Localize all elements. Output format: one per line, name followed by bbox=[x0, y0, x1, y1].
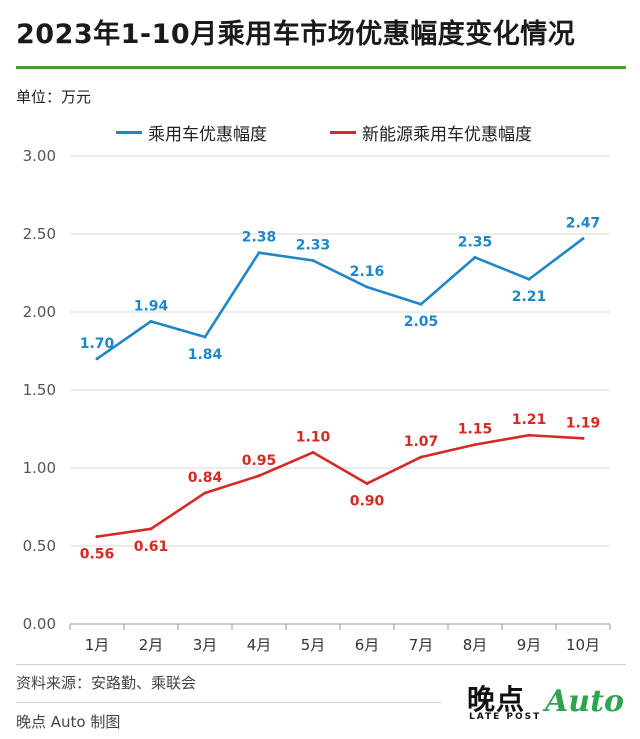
data-point bbox=[581, 237, 585, 241]
x-tick-label: 10月 bbox=[566, 636, 600, 654]
data-point bbox=[527, 433, 531, 437]
data-label: 2.16 bbox=[350, 264, 385, 280]
y-tick-label: 1.00 bbox=[23, 459, 56, 477]
data-point bbox=[149, 527, 153, 531]
legend: 乘用车优惠幅度 新能源乘用车优惠幅度 bbox=[0, 120, 640, 145]
x-tick-label: 1月 bbox=[85, 636, 110, 654]
data-label: 0.61 bbox=[134, 539, 169, 555]
data-point bbox=[203, 335, 207, 339]
data-label: 1.15 bbox=[458, 422, 493, 438]
legend-label-series2: 新能源乘用车优惠幅度 bbox=[362, 125, 532, 145]
data-label: 1.10 bbox=[296, 429, 331, 445]
y-tick-label: 2.50 bbox=[23, 225, 56, 243]
data-label: 1.19 bbox=[566, 415, 601, 431]
y-tick-label: 0.50 bbox=[23, 537, 56, 555]
data-point bbox=[419, 302, 423, 306]
data-point bbox=[149, 319, 153, 323]
footer-divider-2 bbox=[16, 702, 441, 703]
x-tick-label: 3月 bbox=[193, 636, 218, 654]
data-point bbox=[473, 255, 477, 259]
data-point bbox=[473, 443, 477, 447]
chart-title: 2023年1-10月乘用车市场优惠幅度变化情况 bbox=[16, 19, 576, 50]
footer-divider bbox=[16, 664, 626, 665]
legend-swatch-series2 bbox=[330, 131, 356, 134]
legend-item-series1: 乘用车优惠幅度 bbox=[116, 120, 267, 145]
y-tick-label: 0.00 bbox=[23, 615, 56, 633]
data-label: 2.35 bbox=[458, 234, 493, 250]
y-tick-label: 1.50 bbox=[23, 381, 56, 399]
data-label: 1.07 bbox=[404, 434, 439, 450]
legend-label-series1: 乘用车优惠幅度 bbox=[148, 125, 267, 145]
legend-item-series2: 新能源乘用车优惠幅度 bbox=[330, 120, 532, 145]
logo-auto-text: Auto bbox=[545, 684, 624, 719]
unit-label: 单位：万元 bbox=[16, 88, 92, 106]
latepost-auto-logo: 晚点 LATE POST Auto bbox=[467, 678, 627, 728]
x-tick-label: 7月 bbox=[409, 636, 434, 654]
y-tick-label: 2.00 bbox=[23, 303, 56, 321]
data-label: 2.47 bbox=[566, 216, 601, 232]
x-tick-label: 5月 bbox=[301, 636, 326, 654]
data-label: 0.95 bbox=[242, 453, 277, 469]
data-label: 2.38 bbox=[242, 230, 277, 246]
data-point bbox=[257, 474, 261, 478]
data-label: 1.94 bbox=[134, 298, 169, 314]
data-point bbox=[311, 450, 315, 454]
y-tick-label: 3.00 bbox=[23, 147, 56, 165]
data-point bbox=[95, 535, 99, 539]
data-point bbox=[365, 482, 369, 486]
data-point bbox=[581, 436, 585, 440]
x-tick-label: 2月 bbox=[139, 636, 164, 654]
x-tick-label: 4月 bbox=[247, 636, 272, 654]
data-label: 2.33 bbox=[296, 238, 331, 254]
x-tick-label: 8月 bbox=[463, 636, 488, 654]
legend-swatch-series1 bbox=[116, 131, 142, 134]
data-point bbox=[527, 277, 531, 281]
data-label: 2.21 bbox=[512, 289, 547, 305]
source-note: 资料来源：安路勤、乘联会 bbox=[16, 674, 197, 692]
series-line-1 bbox=[95, 237, 585, 361]
credit-note: 晚点 Auto 制图 bbox=[16, 713, 121, 731]
data-point bbox=[311, 259, 315, 263]
x-tick-label: 6月 bbox=[355, 636, 380, 654]
data-label: 1.84 bbox=[188, 347, 223, 363]
data-label: 1.70 bbox=[80, 336, 115, 352]
logo-sub-text: LATE POST bbox=[469, 712, 542, 722]
title-divider bbox=[16, 66, 626, 69]
data-label: 1.21 bbox=[512, 412, 547, 428]
data-point bbox=[257, 251, 261, 255]
logo-main-text: 晚点 bbox=[467, 683, 526, 716]
data-point bbox=[95, 357, 99, 361]
data-label: 0.56 bbox=[80, 547, 115, 563]
data-point bbox=[419, 455, 423, 459]
data-point bbox=[203, 491, 207, 495]
x-tick-label: 9月 bbox=[517, 636, 542, 654]
data-point bbox=[365, 285, 369, 289]
data-label: 0.90 bbox=[350, 494, 385, 510]
data-label: 2.05 bbox=[404, 314, 439, 330]
data-label: 0.84 bbox=[188, 470, 223, 486]
series-line-2 bbox=[95, 433, 585, 538]
